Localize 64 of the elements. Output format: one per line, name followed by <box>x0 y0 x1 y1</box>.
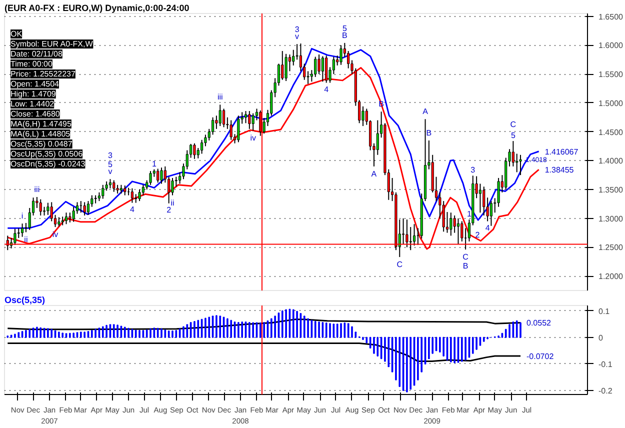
annotation: iv <box>52 230 58 240</box>
annotation: Close: 1.4680 <box>10 110 60 118</box>
chart-title: Osc(5,35) <box>4 295 46 305</box>
annotation: MA(6,H) 1.47495 <box>10 120 72 128</box>
annotation: i <box>21 212 24 221</box>
annotation: 3 <box>294 25 300 34</box>
annotation: Symbol: EUR A0-FX,W <box>10 40 94 48</box>
y-tick-label: 1.3500 <box>598 186 624 195</box>
annotation: A <box>371 169 378 178</box>
annotation: 1.416067 <box>544 147 579 156</box>
y-tick-label: 1.6500 <box>598 12 624 22</box>
annotation: iii <box>217 92 224 102</box>
annotation: High: 1.4709 <box>10 90 56 98</box>
annotation: C <box>396 260 403 270</box>
annotation: Date: 02/11/08 <box>10 50 63 58</box>
annotation: 0.0552 <box>526 318 552 328</box>
annotation: 1 <box>467 210 472 219</box>
y-tick-label: 1.5500 <box>598 70 624 80</box>
annotation: v <box>295 32 300 42</box>
annotation: ii <box>24 235 28 244</box>
annotation: C <box>510 120 516 130</box>
annotation: Low: 1.4402 <box>10 100 55 108</box>
annotation: iv <box>250 134 256 143</box>
annotation: 4 <box>485 223 490 232</box>
y-tick-label: 0 <box>598 333 604 342</box>
annotation: 1.38455 <box>544 166 574 175</box>
y-tick-label: 1.4000 <box>598 156 624 166</box>
annotation: Osc(5,35) 0.0487 <box>10 140 73 148</box>
annotation: OK <box>10 30 23 38</box>
y-tick-label: 1.4500 <box>598 128 624 137</box>
annotation: 5 <box>342 24 348 33</box>
annotation: v <box>108 167 112 176</box>
annotation: ii <box>170 198 174 208</box>
annotation: 5 <box>510 131 516 140</box>
annotation: Time: 00:00 <box>10 60 53 68</box>
annotation: Open: 1.4504 <box>10 80 60 88</box>
annotation: C <box>462 252 469 262</box>
annotation: -0.0702 <box>526 352 554 362</box>
y-tick-label: 1.2000 <box>598 272 624 282</box>
annotation: OscDn(5,35) -0.0243 <box>10 160 86 168</box>
annotation: 3 <box>470 166 476 175</box>
annotation: A <box>422 107 429 116</box>
chart-title: (EUR A0-FX : EURO,W) Dynamic,0:00-24:00 <box>4 3 190 13</box>
annotation: 2 <box>475 230 480 240</box>
y-tick-label: 1.2500 <box>598 243 624 252</box>
y-tick-label: 1.3000 <box>598 214 624 224</box>
annotation: MA(6,L) 1.44805 <box>10 130 71 138</box>
annotation: 3 <box>108 151 113 160</box>
annotation: B <box>342 30 348 40</box>
y-tick-label: 0.1 <box>598 306 610 316</box>
annotation: 1 <box>152 159 157 168</box>
annotation: 5 <box>108 160 113 170</box>
annotation: OscUp(5,35) 0.0506 <box>10 150 84 158</box>
annotation: B <box>426 128 432 138</box>
annotation: 2 <box>166 205 172 214</box>
annotation: Price: 1.25522237 <box>10 70 76 78</box>
y-tick-label: 1.5000 <box>598 98 624 108</box>
annotation: 4 <box>130 204 135 214</box>
y-tick-label: -0.2 <box>598 386 613 396</box>
y-tick-label: -0.1 <box>598 360 613 369</box>
annotation: iii <box>34 185 40 194</box>
annotation: B <box>462 262 468 271</box>
y-tick-label: 1.6000 <box>598 41 624 50</box>
annotation: 4 <box>324 84 330 94</box>
